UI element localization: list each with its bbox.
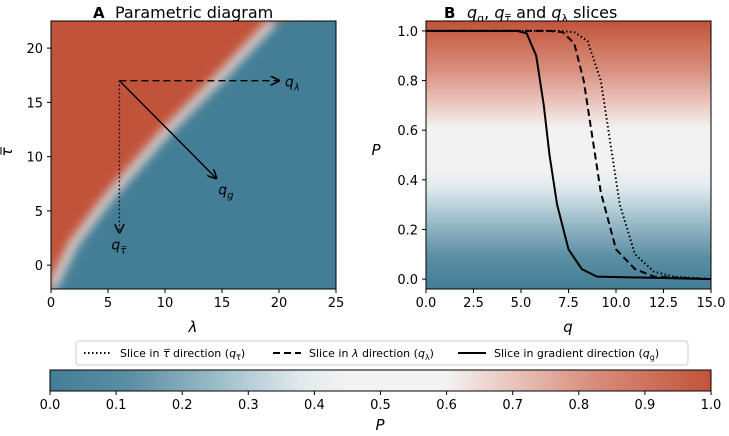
legend-label: Slice in τ̅ direction (qτ̅): [120, 347, 245, 362]
colorbar-tick-label: 0.6: [436, 398, 457, 413]
colorbar-tick-label: 0.4: [304, 398, 325, 413]
colorbar: 0.0 0.1 0.2 0.3 0.4 0.5 0.6 0.7 0.8 0.9 1.0 P: [40, 369, 722, 434]
panel-b-ytick-label: 0.8: [397, 75, 418, 90]
panel-a-xtick-label: 0: [47, 296, 55, 311]
arrow-label-q_g: qg: [218, 182, 233, 201]
arrow-label-q_lambda: qλ: [285, 75, 300, 94]
direction-arrows: qλ qτ̅ qg: [111, 75, 299, 257]
legend-item-lambda: Slice in λ direction (qλ): [273, 347, 434, 362]
colorbar-tick-label: 0.5: [370, 398, 391, 413]
panel-b-xtick-label: 2.5: [463, 296, 484, 311]
colorbar-tick-label: 0.0: [40, 398, 61, 413]
colorbar-tick-label: 1.0: [701, 398, 722, 413]
heatmap-high-region: [51, 21, 274, 289]
legend-box: [75, 340, 689, 366]
panel-a-ytick-label: 0: [35, 259, 43, 274]
panel-a-label: A: [93, 4, 105, 22]
colorbar-tick-label: 0.3: [238, 398, 259, 413]
panel-a-xtick-label: 25: [328, 296, 345, 311]
panel-b-ytick-label: 0.6: [397, 124, 418, 139]
panel-b-xtick-label: 0.0: [416, 296, 437, 311]
panel-b-xlabel: q: [563, 318, 573, 336]
panel-a-ytick-label: 10: [26, 151, 43, 166]
panel-b-axes: 0.0 2.5 5.0 7.5 10.0 12.5 15.0 0.0 0.2 0.4 0.6 0.8 1…: [397, 25, 725, 311]
panel-b-ytick-label: 0.0: [397, 273, 418, 288]
panel-b-title: qg, qτ̅ and qλ slices: [467, 3, 617, 25]
panel-a-ytick-label: 5: [35, 205, 43, 220]
panel-b-ytick-label: 1.0: [397, 25, 418, 40]
panel-a-xtick-label: 15: [214, 296, 231, 311]
legend-item-gradient: Slice in gradient direction (qg): [458, 347, 659, 362]
colorbar-tick-label: 0.2: [172, 398, 193, 413]
legend-label: Slice in λ direction (qλ): [309, 347, 434, 362]
panel-a-ytick-label: 20: [26, 42, 43, 57]
panel-b-xtick-label: 12.5: [649, 296, 678, 311]
panel-a-xtick-label: 20: [271, 296, 288, 311]
panel-a-xtick-label: 10: [157, 296, 174, 311]
slice-curves: [426, 29, 712, 281]
panel-a-xlabel: λ: [188, 318, 198, 336]
colorbar-gradient: [49, 369, 712, 392]
legend-item-tau: Slice in τ̅ direction (qτ̅): [84, 347, 245, 362]
legend: Slice in τ̅ direction (qτ̅) Slice in λ di…: [75, 340, 689, 366]
colorbar-tick-label: 0.9: [635, 398, 656, 413]
legend-label: Slice in gradient direction (qg): [494, 347, 659, 362]
panel-b-label: B: [444, 4, 455, 22]
panel-b-ytick-label: 0.2: [397, 223, 418, 238]
colorbar-tick-label: 0.7: [502, 398, 523, 413]
arrow-q_g: [118, 80, 216, 179]
panel-a-xtick-label: 5: [104, 296, 112, 311]
panel-a-ytick-label: 15: [26, 96, 43, 111]
panel-b-ylabel: P: [371, 141, 381, 159]
panel-b-background: [426, 21, 711, 289]
panel-a-title: Parametric diagram: [115, 3, 273, 22]
heatmap-boundary: [51, 21, 276, 289]
colorbar-tick-label: 0.8: [568, 398, 589, 413]
panel-a-frame: [50, 20, 337, 290]
panel-a-axes: 0 5 10 15 20 25 0 5 10 15 20: [26, 42, 344, 311]
slice-curve-gradient: [426, 29, 712, 281]
panel-b-xtick-label: 7.5: [558, 296, 579, 311]
panel-b-line-chart: B qg, qτ̅ and qλ slices 0.0 2.5 5.0 7.5 10.0…: [371, 3, 725, 336]
slice-curve-lambda: [426, 29, 712, 281]
panel-b-ytick-label: 0.4: [397, 174, 418, 189]
panel-b-xtick-label: 5.0: [511, 296, 532, 311]
panel-b-xtick-label: 15.0: [697, 296, 726, 311]
colorbar-label: P: [375, 416, 385, 434]
panel-a-ylabel: τ̅: [0, 146, 16, 157]
colorbar-tick-label: 0.1: [106, 398, 127, 413]
panel-b-xtick-label: 10.0: [602, 296, 631, 311]
slice-curve-tau: [426, 29, 712, 281]
arrow-label-q_tau: qτ̅: [111, 238, 127, 257]
